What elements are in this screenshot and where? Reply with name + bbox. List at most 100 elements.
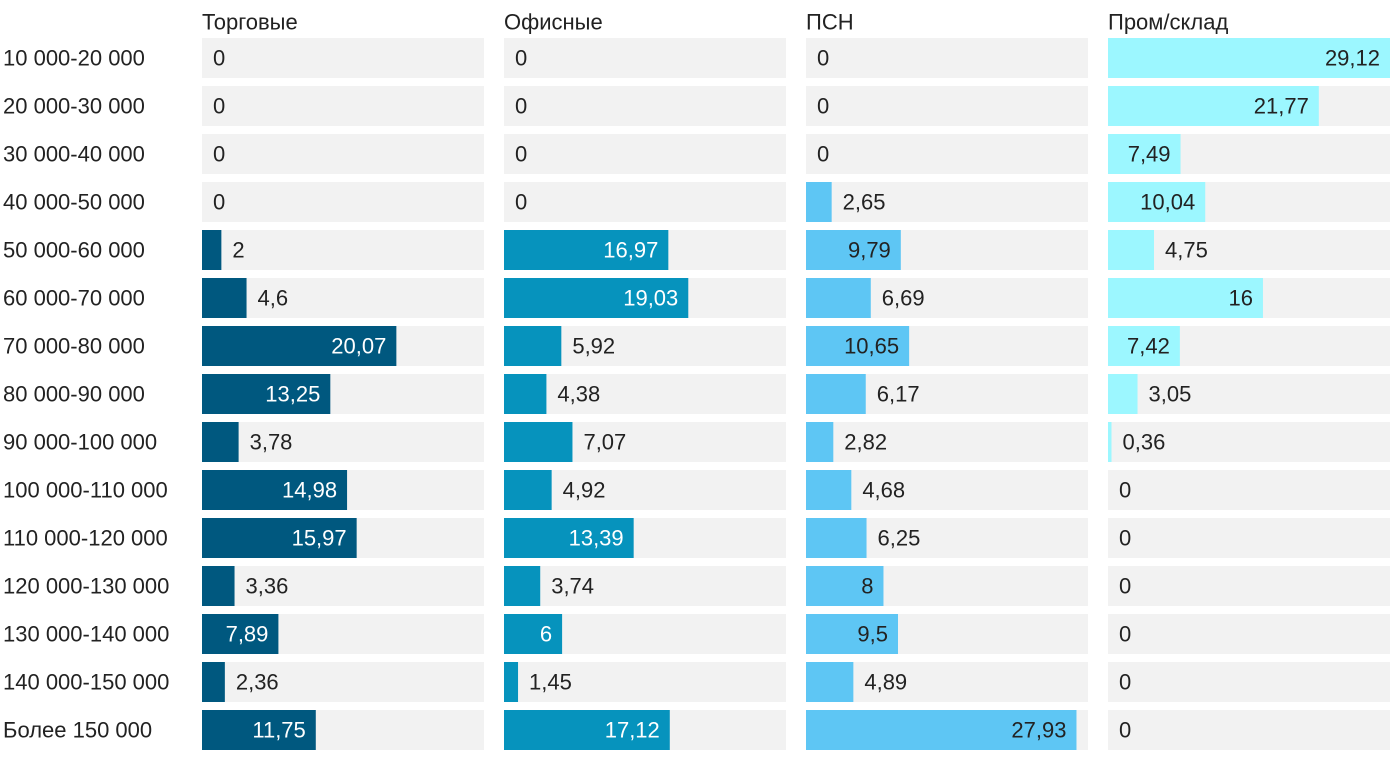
data-label: 2 (232, 238, 244, 263)
category-label: 90 000-100 000 (3, 430, 157, 455)
bar (504, 374, 547, 414)
category-label: Более 150 000 (3, 718, 152, 743)
bar (504, 710, 670, 750)
category-label: 110 000-120 000 (3, 526, 168, 551)
data-label: 13,39 (569, 526, 624, 551)
panel-title: Пром/склад (1108, 10, 1228, 35)
bar-track (504, 374, 786, 414)
panel-title: ПСН (806, 10, 854, 35)
bar-track (1108, 230, 1390, 270)
data-label: 15,97 (292, 526, 347, 551)
data-label: 9,79 (848, 238, 891, 263)
panel-title: Торговые (202, 10, 298, 35)
data-label: 0 (515, 94, 527, 119)
category-label: 140 000-150 000 (3, 670, 169, 695)
bar-track (806, 86, 1088, 126)
bar-track (1108, 422, 1390, 462)
data-label: 6,69 (882, 286, 925, 311)
category-label: 30 000-40 000 (3, 142, 145, 167)
data-label: 1,45 (529, 670, 572, 695)
data-label: 0 (515, 190, 527, 215)
bar-track (202, 134, 484, 174)
bar-track (504, 86, 786, 126)
bar (1108, 38, 1390, 78)
bar (1108, 230, 1154, 270)
bar-track (806, 470, 1088, 510)
category-label: 10 000-20 000 (3, 46, 145, 71)
bar (806, 374, 866, 414)
bar (504, 470, 552, 510)
data-label: 13,25 (265, 382, 320, 407)
category-label: 60 000-70 000 (3, 286, 145, 311)
bar (504, 326, 562, 366)
bar-track (1108, 710, 1390, 750)
bar (504, 566, 541, 606)
bar-track (1108, 566, 1390, 606)
data-label: 2,65 (843, 190, 886, 215)
data-label: 20,07 (331, 334, 386, 359)
bar (1108, 182, 1206, 222)
panel-title: Офисные (504, 10, 603, 35)
data-label: 3,74 (551, 574, 594, 599)
category-label: 40 000-50 000 (3, 190, 145, 215)
bar (202, 374, 331, 414)
bar-track (504, 38, 786, 78)
bar (1108, 278, 1263, 318)
bar-track (806, 38, 1088, 78)
bar-track (1108, 470, 1390, 510)
data-label: 0 (1119, 526, 1131, 551)
data-label: 0 (817, 142, 829, 167)
data-label: 9,5 (857, 622, 888, 647)
bar (202, 278, 247, 318)
category-label: 130 000-140 000 (3, 622, 169, 647)
bar (202, 614, 279, 654)
data-label: 3,36 (246, 574, 289, 599)
data-label: 0 (515, 142, 527, 167)
bar-track (1108, 518, 1390, 558)
data-label: 16 (1228, 286, 1252, 311)
bar (504, 422, 573, 462)
data-label: 0 (213, 46, 225, 71)
category-label: 100 000-110 000 (3, 478, 168, 503)
bar (202, 662, 225, 702)
bar (1108, 374, 1138, 414)
bar-track (202, 86, 484, 126)
data-label: 19,03 (623, 286, 678, 311)
bar (1108, 326, 1180, 366)
bar (806, 710, 1077, 750)
bar (806, 326, 910, 366)
category-label: 50 000-60 000 (3, 238, 145, 263)
bar-track (202, 38, 484, 78)
bar (806, 614, 898, 654)
data-label: 7,07 (583, 430, 626, 455)
bar-track (202, 422, 484, 462)
data-label: 4,75 (1165, 238, 1208, 263)
bar-track (806, 134, 1088, 174)
data-label: 7,89 (226, 622, 269, 647)
bar-track (504, 134, 786, 174)
bar (202, 326, 397, 366)
data-label: 0 (1119, 622, 1131, 647)
data-label: 0 (817, 46, 829, 71)
bar (504, 662, 519, 702)
data-label: 4,68 (862, 478, 905, 503)
bar-track (202, 566, 484, 606)
bar-track (504, 662, 786, 702)
data-label: 21,77 (1254, 94, 1309, 119)
bar (202, 422, 239, 462)
data-label: 0 (213, 190, 225, 215)
data-label: 0 (515, 46, 527, 71)
bar (202, 230, 222, 270)
data-label: 17,12 (605, 718, 660, 743)
bar (202, 566, 235, 606)
data-label: 0 (1119, 574, 1131, 599)
bar (504, 614, 563, 654)
bar (504, 278, 689, 318)
data-label: 14,98 (282, 478, 337, 503)
data-label: 6 (540, 622, 552, 647)
data-label: 4,6 (258, 286, 289, 311)
category-label: 120 000-130 000 (3, 574, 169, 599)
data-label: 0 (1119, 478, 1131, 503)
data-label: 7,49 (1128, 142, 1171, 167)
